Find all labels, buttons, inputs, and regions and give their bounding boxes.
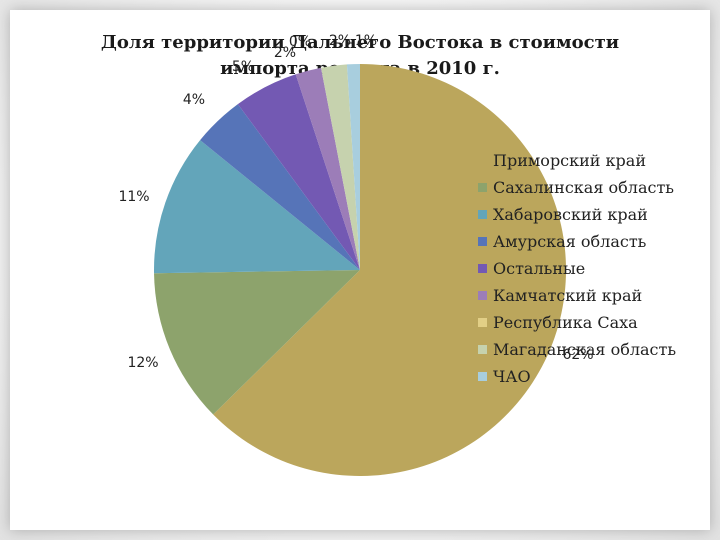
legend-swatch (478, 291, 487, 300)
pie-slice-3 (154, 140, 360, 274)
legend-swatch (478, 372, 487, 381)
pie-slice-2 (154, 270, 360, 415)
legend-item: Магаданская область (478, 336, 713, 363)
legend-label: ЧАО (493, 367, 531, 386)
legend-item: Сахалинская область (478, 174, 713, 201)
pie-slice-4 (200, 104, 360, 270)
slice-label-8: 2% (329, 33, 351, 49)
legend-label: Республика Саха (493, 313, 638, 332)
legend-label: Магаданская область (493, 340, 677, 359)
slice-label-2: 12% (127, 355, 158, 371)
slice-label-5: 5% (232, 59, 254, 75)
legend-item: Остальные (478, 255, 713, 282)
legend-item: Камчатский край (478, 282, 713, 309)
chart-title: Доля территории Дальнего Востока в стоим… (100, 32, 620, 79)
slice-label-6: 2% (274, 45, 296, 61)
pie-slice-1 (213, 63, 567, 476)
legend-label: Сахалинская область (493, 178, 675, 197)
legend-label: Приморский край (493, 151, 646, 170)
legend-label: Амурская область (493, 232, 647, 251)
legend-swatch (478, 156, 487, 165)
chart-legend: Приморский край Сахалинская область Хабаро… (478, 147, 713, 390)
legend-swatch (478, 237, 487, 246)
legend-item: Хабаровский край (478, 201, 713, 228)
slice-label-1: 62% (562, 347, 593, 363)
slice-label-7: 0% (289, 34, 311, 50)
legend-swatch (478, 345, 487, 354)
slice-label-9: 1% (355, 33, 377, 49)
legend-swatch (478, 318, 487, 327)
legend-label: Остальные (493, 259, 586, 278)
legend-item: Республика Саха (478, 309, 713, 336)
legend-label: Хабаровский край (493, 205, 648, 224)
pie-slice-6 (295, 67, 360, 270)
legend-swatch (478, 264, 487, 273)
legend-swatch (478, 183, 487, 192)
slice-label-4: 4% (183, 92, 205, 108)
pie-slice-9 (346, 63, 360, 270)
slice-label-3: 11% (118, 189, 149, 205)
legend-item: ЧАО (478, 363, 713, 390)
legend-swatch (478, 210, 487, 219)
pie-slice-8 (321, 64, 360, 270)
legend-item: Амурская область (478, 228, 713, 255)
pie-slice-5 (237, 74, 360, 270)
legend-label: Камчатский край (493, 286, 643, 305)
legend-item: Приморский край (478, 147, 713, 174)
